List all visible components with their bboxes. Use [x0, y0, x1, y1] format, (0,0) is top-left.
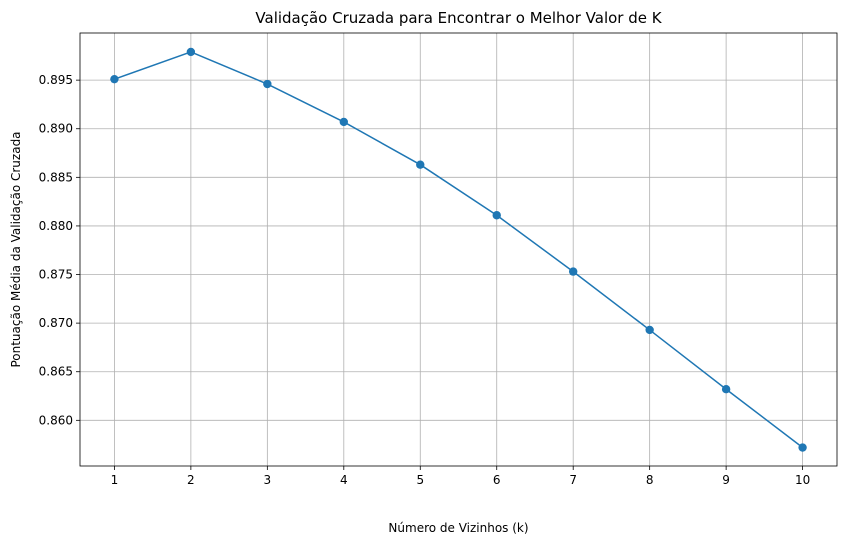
- data-point: [339, 117, 349, 127]
- y-tick-label: 0.890: [39, 122, 73, 136]
- data-point: [110, 74, 119, 84]
- x-tick-label: 7: [569, 473, 577, 487]
- y-tick-label: 0.865: [39, 365, 73, 379]
- x-tick-label: 6: [493, 473, 501, 487]
- x-tick-label: 5: [416, 473, 424, 487]
- data-point: [798, 443, 807, 452]
- y-tick-label: 0.860: [39, 413, 73, 427]
- x-tick-label: 8: [646, 473, 654, 487]
- x-tick-label: 2: [187, 473, 195, 487]
- data-point: [645, 325, 654, 335]
- series-group: [110, 47, 807, 452]
- y-tick-label: 0.895: [39, 73, 73, 87]
- x-tick-label: 10: [795, 473, 810, 487]
- data-point: [721, 385, 731, 394]
- data-point: [568, 267, 578, 276]
- data-point: [492, 211, 501, 220]
- y-tick-label: 0.880: [39, 219, 73, 233]
- data-point: [186, 47, 196, 57]
- grid: [80, 33, 837, 466]
- x-tick-label: 1: [111, 473, 119, 487]
- y-axis: 0.860 0.865 0.870 0.875 0.880 0.885 0.890 0.895: [39, 73, 80, 427]
- y-tick-label: 0.885: [39, 170, 73, 184]
- y-axis-label: Pontuação Média da Validação Cruzada: [9, 131, 23, 367]
- data-point: [416, 160, 425, 169]
- chart-title: Validação Cruzada para Encontrar o Melho…: [255, 9, 662, 27]
- x-tick-label: 9: [722, 473, 730, 487]
- y-tick-label: 0.875: [39, 268, 73, 282]
- series-line: [114, 51, 804, 449]
- y-tick-label: 0.870: [39, 316, 73, 330]
- x-tick-label: 4: [340, 473, 348, 487]
- axes-frame: [79, 32, 838, 467]
- x-axis: 1 2 3 4 5 6 7 8 9 10: [111, 466, 810, 487]
- x-tick-label: 3: [264, 473, 272, 487]
- data-point: [263, 79, 272, 89]
- x-axis-label: Número de Vizinhos (k): [388, 521, 528, 535]
